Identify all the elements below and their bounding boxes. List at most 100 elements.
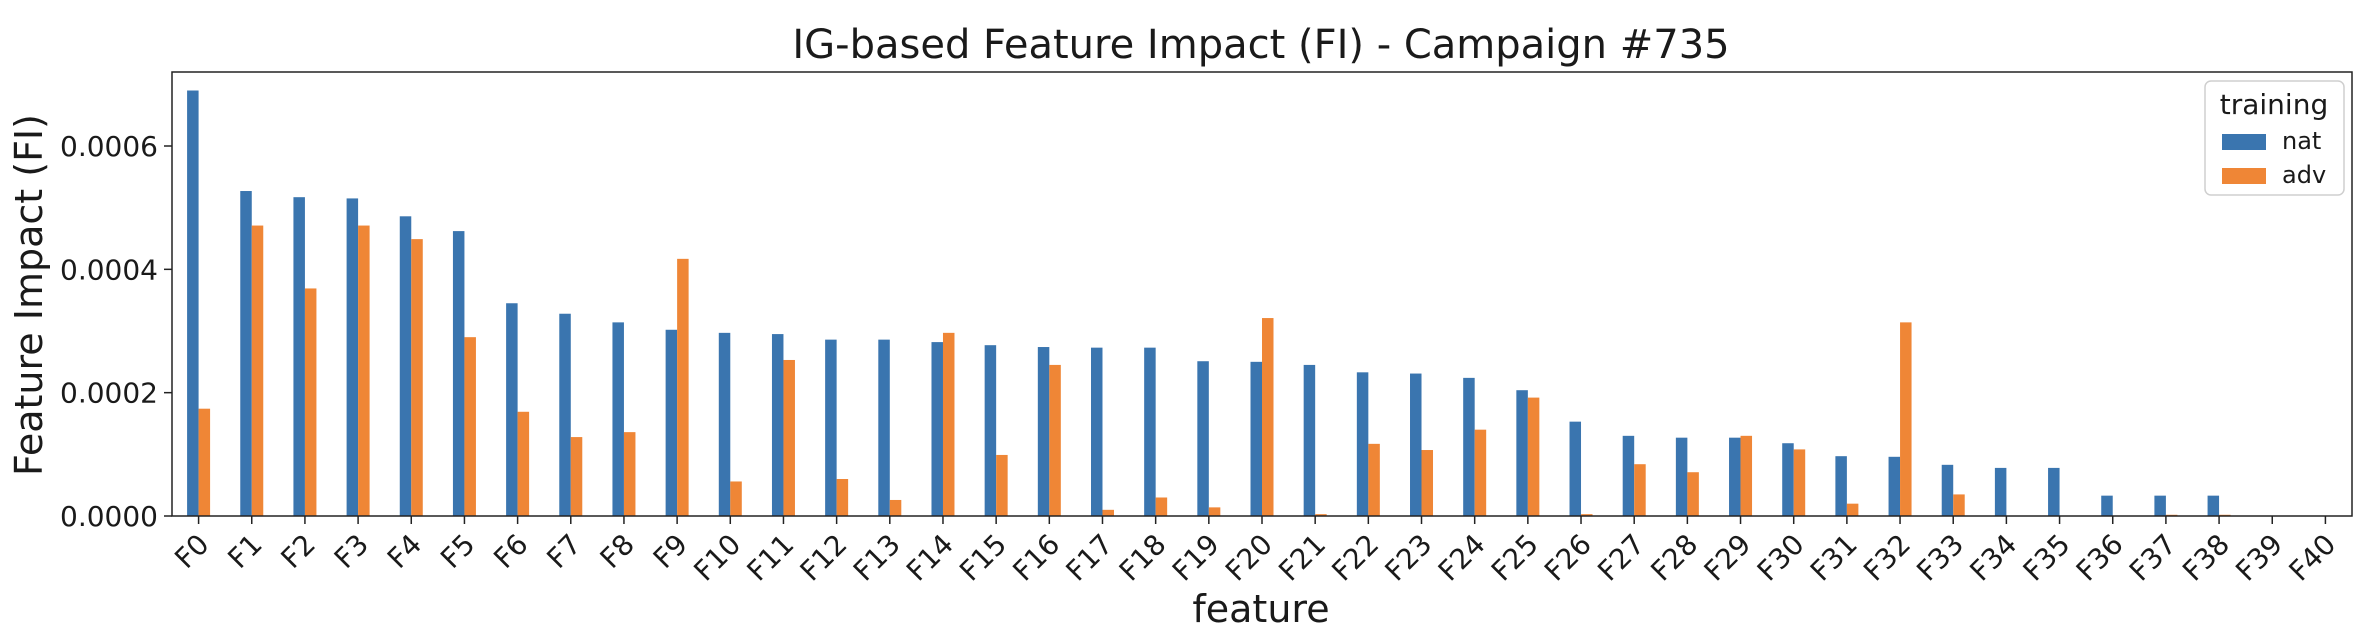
bar-adv-F27 bbox=[1634, 464, 1646, 516]
bar-nat-F24 bbox=[1463, 377, 1475, 516]
bar-nat-F22 bbox=[1356, 372, 1369, 516]
legend-swatch-adv bbox=[2222, 168, 2266, 184]
bar-nat-F27 bbox=[1622, 435, 1635, 516]
x-tick-label: F0 bbox=[168, 528, 215, 575]
bar-adv-F19 bbox=[1208, 507, 1221, 516]
bar-adv-F8 bbox=[623, 432, 636, 516]
bar-nat-F25 bbox=[1516, 390, 1528, 516]
x-tick-label: F8 bbox=[594, 528, 641, 575]
bar-nat-F37 bbox=[2154, 495, 2166, 516]
legend-swatch-nat bbox=[2222, 134, 2266, 150]
bar-nat-F12 bbox=[825, 339, 837, 516]
bar-nat-F13 bbox=[878, 339, 890, 516]
bar-adv-F1 bbox=[251, 225, 264, 517]
x-tick-label: F5 bbox=[434, 528, 481, 575]
bar-adv-F31 bbox=[1846, 503, 1859, 516]
bar-adv-F2 bbox=[304, 288, 317, 516]
x-tick-label: F10 bbox=[687, 528, 747, 588]
x-tick-label: F25 bbox=[1485, 528, 1545, 588]
bar-nat-F10 bbox=[718, 332, 731, 516]
bar-adv-F0 bbox=[198, 408, 211, 516]
bar-nat-F19 bbox=[1197, 361, 1209, 516]
bar-nat-F34 bbox=[1994, 467, 2007, 516]
x-tick-label: F4 bbox=[381, 528, 428, 575]
bar-nat-F23 bbox=[1410, 373, 1422, 516]
bar-nat-F8 bbox=[612, 322, 624, 516]
bar-nat-F30 bbox=[1782, 443, 1794, 516]
legend-label-adv: adv bbox=[2282, 161, 2326, 189]
bar-adv-F29 bbox=[1740, 435, 1753, 516]
bar-nat-F15 bbox=[984, 345, 997, 516]
bar-adv-F10 bbox=[730, 481, 742, 516]
x-tick-label: F21 bbox=[1272, 528, 1332, 588]
x-tick-label: F13 bbox=[847, 528, 907, 588]
bar-adv-F14 bbox=[942, 332, 955, 516]
bar-nat-F0 bbox=[187, 90, 199, 516]
y-tick-label: 0.0000 bbox=[60, 500, 158, 533]
x-ticks: F0 F1 F2 F3 F4 F5 F6 F7 F8 F9F10F11F12F13F14F15F1… bbox=[168, 516, 2342, 588]
legend-label-nat: nat bbox=[2282, 127, 2321, 155]
x-tick-label: F35 bbox=[2017, 528, 2077, 588]
bar-adv-F15 bbox=[996, 454, 1008, 516]
bar-nat-F31 bbox=[1835, 456, 1847, 516]
x-tick-label: F36 bbox=[2070, 528, 2130, 588]
chart-title: IG-based Feature Impact (FI) - Campaign … bbox=[792, 22, 1729, 68]
x-tick-label: F22 bbox=[1325, 528, 1385, 588]
bar-nat-F29 bbox=[1729, 437, 1741, 516]
bar-nat-F2 bbox=[293, 197, 305, 516]
bar-nat-F35 bbox=[2048, 467, 2060, 516]
y-ticks: 0.0000 0.0002 0.0004 0.0006 bbox=[60, 130, 172, 533]
bar-nat-F9 bbox=[665, 329, 678, 516]
bar-adv-F33 bbox=[1953, 494, 1965, 516]
x-tick-label: F32 bbox=[1857, 528, 1917, 588]
bar-adv-F13 bbox=[889, 499, 902, 516]
bar-adv-F25 bbox=[1527, 397, 1540, 516]
x-tick-label: F7 bbox=[540, 528, 587, 575]
x-tick-label: F9 bbox=[647, 528, 694, 575]
bar-nat-F3 bbox=[346, 198, 359, 517]
bar-nat-F32 bbox=[1888, 456, 1901, 516]
bar-adv-F11 bbox=[783, 359, 795, 516]
x-tick-label: F3 bbox=[328, 528, 375, 575]
bar-nat-F20 bbox=[1250, 361, 1262, 516]
bar-nat-F1 bbox=[240, 191, 252, 516]
bar-nat-F7 bbox=[559, 313, 571, 516]
bar-adv-F24 bbox=[1474, 429, 1487, 516]
x-tick-label: F37 bbox=[2123, 528, 2183, 588]
x-tick-label: F33 bbox=[1910, 528, 1970, 588]
bar-adv-F9 bbox=[677, 258, 689, 516]
bar-adv-F6 bbox=[517, 411, 530, 516]
x-axis-label: feature bbox=[1192, 587, 1329, 631]
legend-box bbox=[2204, 80, 2345, 196]
x-tick-label: F28 bbox=[1644, 528, 1704, 588]
x-tick-label: F31 bbox=[1804, 528, 1864, 588]
bar-adv-F21 bbox=[1315, 514, 1327, 516]
x-tick-label: F24 bbox=[1432, 528, 1492, 588]
x-tick-label: F29 bbox=[1698, 528, 1758, 588]
x-tick-label: F20 bbox=[1219, 528, 1279, 588]
bar-adv-F17 bbox=[1102, 509, 1114, 516]
bars-group bbox=[187, 90, 2231, 517]
x-tick-label: F2 bbox=[275, 528, 322, 575]
bar-adv-F5 bbox=[464, 337, 476, 516]
bar-adv-F3 bbox=[358, 225, 370, 517]
bar-adv-F23 bbox=[1421, 450, 1434, 516]
bar-nat-F21 bbox=[1303, 364, 1316, 516]
bar-adv-F22 bbox=[1368, 443, 1380, 516]
bar-nat-F4 bbox=[399, 216, 412, 517]
y-tick-label: 0.0002 bbox=[60, 377, 158, 410]
legend: training nat adv bbox=[2204, 80, 2345, 196]
bar-nat-F6 bbox=[506, 303, 518, 516]
x-tick-label: F6 bbox=[487, 528, 534, 575]
bar-nat-F36 bbox=[2101, 495, 2113, 516]
bar-nat-F11 bbox=[771, 334, 784, 516]
legend-title: training bbox=[2220, 88, 2328, 121]
y-axis-label: Feature Impact (FI) bbox=[7, 114, 51, 476]
x-tick-label: F27 bbox=[1591, 528, 1651, 588]
bar-adv-F26 bbox=[1581, 514, 1593, 516]
bar-nat-F38 bbox=[2207, 495, 2220, 516]
bar-adv-F32 bbox=[1900, 322, 1912, 516]
x-tick-label: F40 bbox=[2282, 528, 2342, 588]
x-tick-label: F17 bbox=[1060, 528, 1120, 588]
